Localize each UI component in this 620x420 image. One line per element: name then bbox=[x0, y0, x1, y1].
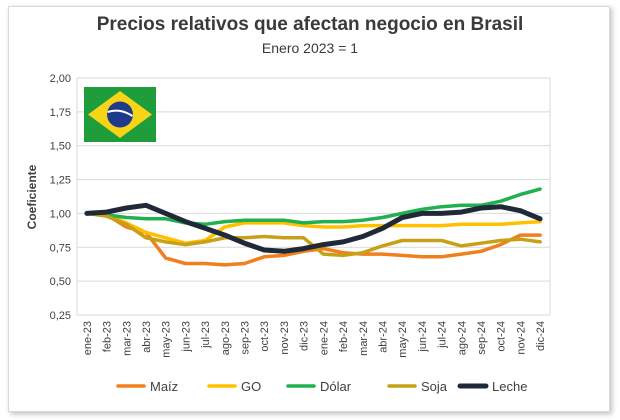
legend-label: Dólar bbox=[320, 379, 352, 394]
legend-label: GO bbox=[241, 379, 261, 394]
x-tick-label: jul-24 bbox=[437, 321, 449, 349]
series-line bbox=[85, 187, 542, 227]
y-tick-label: 1,50 bbox=[50, 141, 71, 153]
x-tick-label: oct-23 bbox=[259, 321, 271, 352]
x-tick-label: jul-23 bbox=[200, 321, 212, 349]
y-tick-label: 1,25 bbox=[50, 175, 71, 187]
y-tick-label: 0,75 bbox=[50, 242, 71, 254]
chart-subtitle: Enero 2023 = 1 bbox=[261, 40, 359, 56]
series-line bbox=[84, 202, 543, 254]
legend: Maíz GO Dólar Soja Leche bbox=[116, 379, 527, 394]
x-tick-label: jun-24 bbox=[417, 321, 429, 353]
y-tick-label: 0,50 bbox=[50, 276, 71, 288]
x-tick-labels: ene-23 feb-23 mar-23 abr-23 may-23 jun-23 jul-… bbox=[82, 321, 547, 358]
x-tick-label: may-24 bbox=[397, 321, 409, 358]
x-tick-label: ene-24 bbox=[318, 321, 330, 355]
y-tick-label: 2,00 bbox=[50, 73, 71, 85]
y-tick-labels: 0,25 0,50 0,75 1,00 1,25 1,50 1,75 2,00 bbox=[50, 73, 71, 322]
x-tick-label: dic-23 bbox=[299, 321, 311, 351]
series-line bbox=[85, 211, 542, 245]
x-tick-label: abr-23 bbox=[141, 321, 153, 353]
x-tick-label: ago-24 bbox=[456, 321, 468, 355]
y-tick-label: 1,75 bbox=[50, 107, 71, 119]
x-tick-label: feb-24 bbox=[338, 321, 350, 352]
series-lines bbox=[84, 187, 543, 267]
x-tick-label: jun-23 bbox=[180, 321, 192, 353]
x-tick-label: feb-23 bbox=[102, 321, 114, 352]
x-tick-label: mar-23 bbox=[121, 321, 133, 356]
x-tick-label: nov-24 bbox=[515, 321, 527, 355]
x-tick-label: mar-24 bbox=[358, 321, 370, 356]
x-tick-label: may-23 bbox=[161, 321, 173, 358]
x-tick-label: ago-23 bbox=[220, 321, 232, 355]
chart-title: Precios relativos que afectan negocio en… bbox=[96, 14, 524, 35]
legend-label: Soja bbox=[421, 379, 448, 394]
x-tick-label: sep-24 bbox=[476, 321, 488, 355]
x-tick-label: sep-23 bbox=[240, 321, 252, 355]
y-tick-label: 1,00 bbox=[50, 208, 71, 220]
y-axis-label: Coeficiente bbox=[25, 164, 39, 229]
x-tick-label: dic-24 bbox=[535, 321, 547, 351]
series-line bbox=[85, 211, 542, 267]
x-tick-label: ene-23 bbox=[82, 321, 94, 355]
brazil-flag-icon bbox=[84, 87, 156, 142]
x-tick-label: oct-24 bbox=[496, 321, 508, 352]
x-tick-label: nov-23 bbox=[279, 321, 291, 355]
legend-label: Maíz bbox=[150, 379, 178, 394]
legend-label: Leche bbox=[492, 379, 527, 394]
x-tick-label: abr-24 bbox=[377, 321, 389, 353]
y-tick-label: 0,25 bbox=[50, 310, 71, 322]
